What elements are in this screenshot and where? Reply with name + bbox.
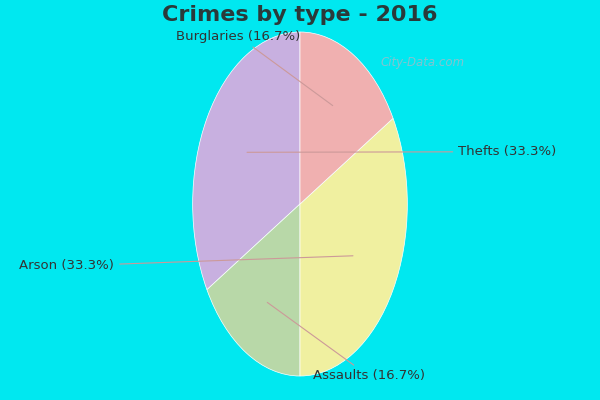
Title: Crimes by type - 2016: Crimes by type - 2016 bbox=[162, 5, 438, 25]
Text: City-Data.com: City-Data.com bbox=[381, 56, 465, 69]
Wedge shape bbox=[207, 204, 300, 376]
Wedge shape bbox=[300, 118, 407, 376]
Wedge shape bbox=[300, 32, 393, 204]
Text: Assaults (16.7%): Assaults (16.7%) bbox=[268, 302, 425, 382]
Text: Thefts (33.3%): Thefts (33.3%) bbox=[247, 145, 556, 158]
Text: Burglaries (16.7%): Burglaries (16.7%) bbox=[176, 30, 333, 106]
Text: Arson (33.3%): Arson (33.3%) bbox=[19, 256, 353, 272]
Wedge shape bbox=[193, 32, 300, 290]
